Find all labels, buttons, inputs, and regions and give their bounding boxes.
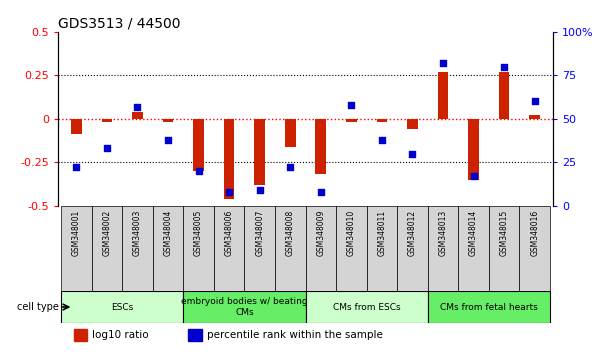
Bar [183, 206, 214, 291]
Bar [73, 329, 87, 341]
Bar [214, 206, 244, 291]
Text: GSM348008: GSM348008 [286, 210, 295, 256]
Text: GSM348014: GSM348014 [469, 210, 478, 256]
Bar [407, 119, 418, 129]
Text: GSM348016: GSM348016 [530, 210, 539, 256]
Bar [285, 119, 296, 147]
Point [194, 168, 203, 174]
Point [224, 189, 234, 195]
Text: GSM348006: GSM348006 [225, 210, 233, 256]
Point [163, 137, 173, 142]
Bar [397, 206, 428, 291]
Text: CMs from ESCs: CMs from ESCs [333, 303, 400, 312]
Bar [458, 206, 489, 291]
Point [255, 187, 265, 193]
Bar [101, 119, 112, 122]
Bar [499, 72, 510, 119]
Bar [224, 119, 235, 199]
Bar [336, 206, 367, 291]
Bar [61, 291, 183, 324]
Bar [193, 119, 204, 171]
Bar [132, 112, 143, 119]
Bar [153, 206, 183, 291]
Bar [489, 206, 519, 291]
Bar [183, 291, 306, 324]
Text: GSM348015: GSM348015 [500, 210, 508, 256]
Text: GSM348001: GSM348001 [72, 210, 81, 256]
Bar [376, 119, 387, 122]
Point [346, 102, 356, 108]
Bar [367, 206, 397, 291]
Bar [188, 329, 202, 341]
Bar [519, 206, 550, 291]
Point [408, 151, 417, 156]
Text: GSM348012: GSM348012 [408, 210, 417, 256]
Text: GSM348004: GSM348004 [164, 210, 172, 256]
Text: ESCs: ESCs [111, 303, 133, 312]
Text: GSM348002: GSM348002 [103, 210, 111, 256]
Text: GSM348007: GSM348007 [255, 210, 264, 256]
Point [499, 64, 509, 69]
Bar [437, 72, 448, 119]
Text: GSM348003: GSM348003 [133, 210, 142, 256]
Text: CMs from fetal hearts: CMs from fetal hearts [440, 303, 538, 312]
Text: GSM348009: GSM348009 [316, 210, 325, 256]
Bar [428, 206, 458, 291]
Text: embryoid bodies w/ beating
CMs: embryoid bodies w/ beating CMs [181, 297, 308, 317]
Bar [92, 206, 122, 291]
Bar [254, 119, 265, 185]
Point [71, 165, 81, 170]
Point [530, 98, 540, 104]
Bar [468, 119, 479, 179]
Text: GSM348010: GSM348010 [347, 210, 356, 256]
Bar [529, 115, 540, 119]
Text: log10 ratio: log10 ratio [92, 330, 148, 340]
Point [316, 189, 326, 195]
Bar [122, 206, 153, 291]
Bar [315, 119, 326, 175]
Point [377, 137, 387, 142]
Text: percentile rank within the sample: percentile rank within the sample [207, 330, 382, 340]
Bar [306, 291, 428, 324]
Point [438, 60, 448, 66]
Bar [61, 206, 92, 291]
Text: cell type: cell type [16, 302, 59, 312]
Bar [244, 206, 275, 291]
Text: GSM348005: GSM348005 [194, 210, 203, 256]
Bar [306, 206, 336, 291]
Point [133, 104, 142, 109]
Bar [71, 119, 82, 135]
Point [102, 145, 112, 151]
Bar [275, 206, 306, 291]
Bar [346, 119, 357, 122]
Point [469, 173, 478, 179]
Text: GSM348013: GSM348013 [439, 210, 447, 256]
Point [285, 165, 295, 170]
Bar [163, 119, 174, 122]
Text: GDS3513 / 44500: GDS3513 / 44500 [58, 17, 180, 31]
Bar [428, 291, 550, 324]
Text: GSM348011: GSM348011 [378, 210, 386, 256]
